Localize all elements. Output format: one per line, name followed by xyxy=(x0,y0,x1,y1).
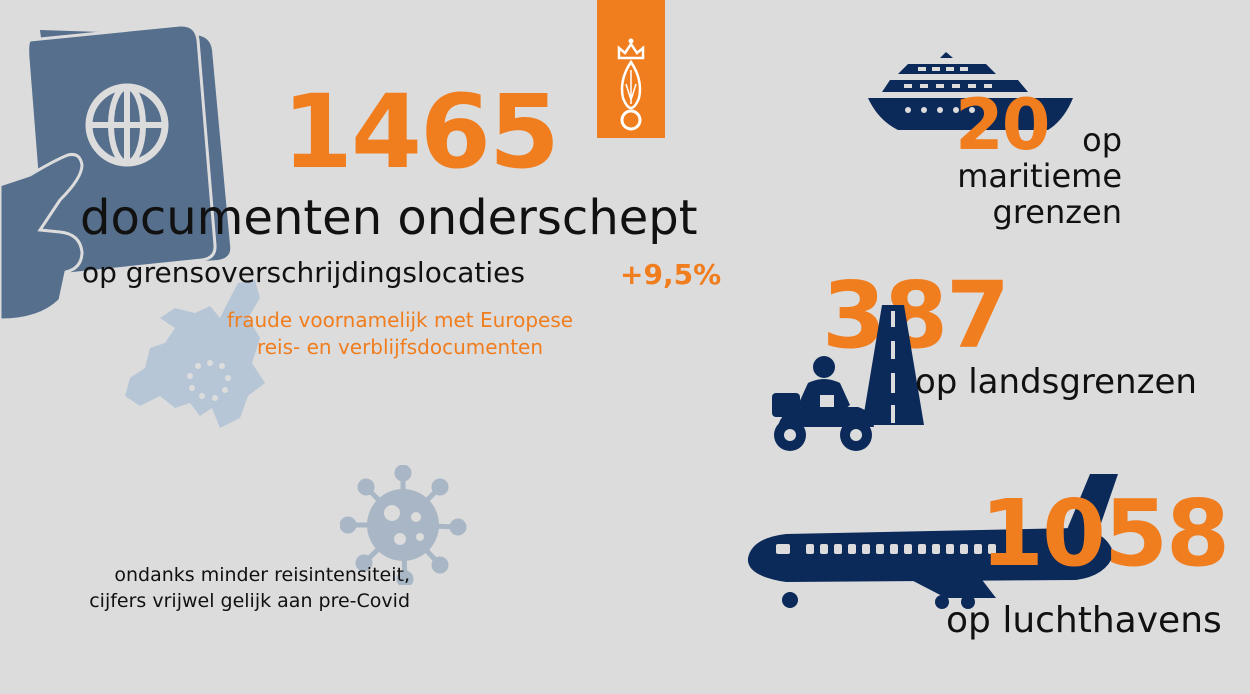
change-percentage: +9,5% xyxy=(620,258,722,291)
land-count: 387 xyxy=(822,262,1010,369)
airport-label: op luchthavens xyxy=(946,600,1222,641)
crown-grenade-logo xyxy=(597,0,665,138)
motorcycle-icon xyxy=(768,355,880,455)
fraud-note: fraude voornamelijk met Europese reis- e… xyxy=(200,307,600,361)
covid-note: ondanks minder reisintensiteit, cijfers … xyxy=(40,562,410,614)
airport-count: 1058 xyxy=(980,480,1230,587)
maritime-label-line1: op xyxy=(1082,121,1122,159)
maritime-count: 20 xyxy=(955,84,1050,166)
maritime-label: op maritieme grenzen xyxy=(900,122,1122,230)
fraud-note-line1: fraude voornamelijk met Europese xyxy=(226,308,574,332)
documents-count: 1465 xyxy=(282,73,560,192)
ship-icon xyxy=(868,50,1088,135)
covid-note-line1: ondanks minder reisintensiteit, xyxy=(114,564,410,586)
maritime-label-line3: grenzen xyxy=(992,193,1123,231)
maritime-label-line2: maritieme xyxy=(957,157,1122,195)
passport-icon xyxy=(0,0,280,320)
documents-title: documenten onderschept xyxy=(80,190,698,246)
road-icon xyxy=(862,305,924,425)
airplane-icon xyxy=(746,472,1118,612)
fraud-note-line2: reis- en verblijfsdocumenten xyxy=(256,335,544,359)
virus-icon xyxy=(340,465,470,585)
documents-subtitle: op grensoverschrijdingslocaties xyxy=(82,256,525,289)
land-label: op landsgrenzen xyxy=(915,362,1197,402)
europe-map-icon xyxy=(120,278,280,438)
covid-note-line2: cijfers vrijwel gelijk aan pre-Covid xyxy=(89,590,410,612)
